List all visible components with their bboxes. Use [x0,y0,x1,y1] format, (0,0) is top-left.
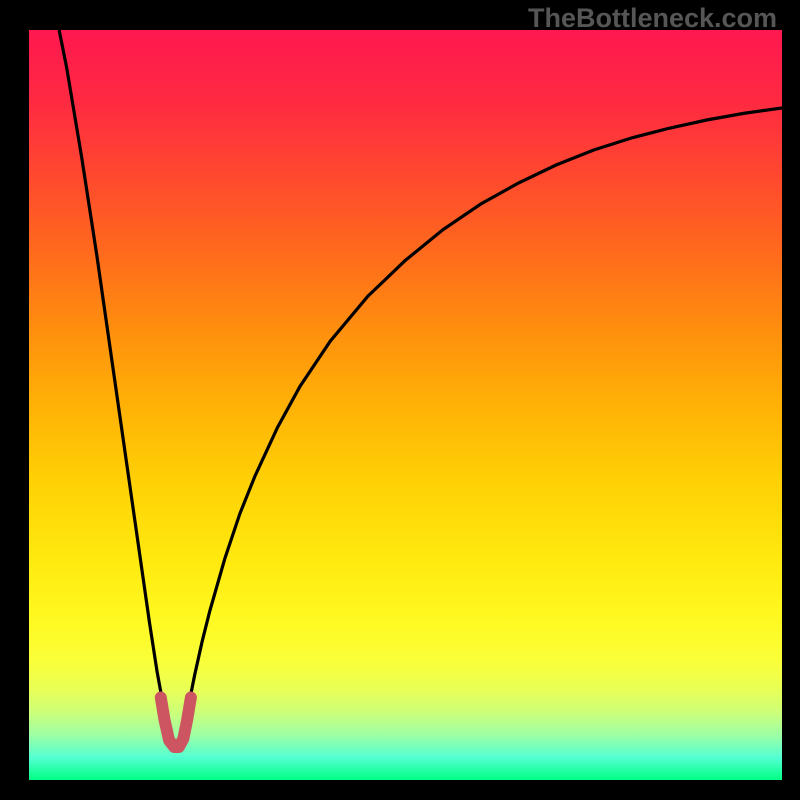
curve-left-branch [59,30,164,713]
curve-dip-highlight [161,698,191,748]
curve-right-branch [187,108,782,713]
curve-layer [29,30,782,780]
chart-container: TheBottleneck.com [0,0,800,800]
watermark-text: TheBottleneck.com [528,3,777,34]
plot-area [29,30,782,780]
